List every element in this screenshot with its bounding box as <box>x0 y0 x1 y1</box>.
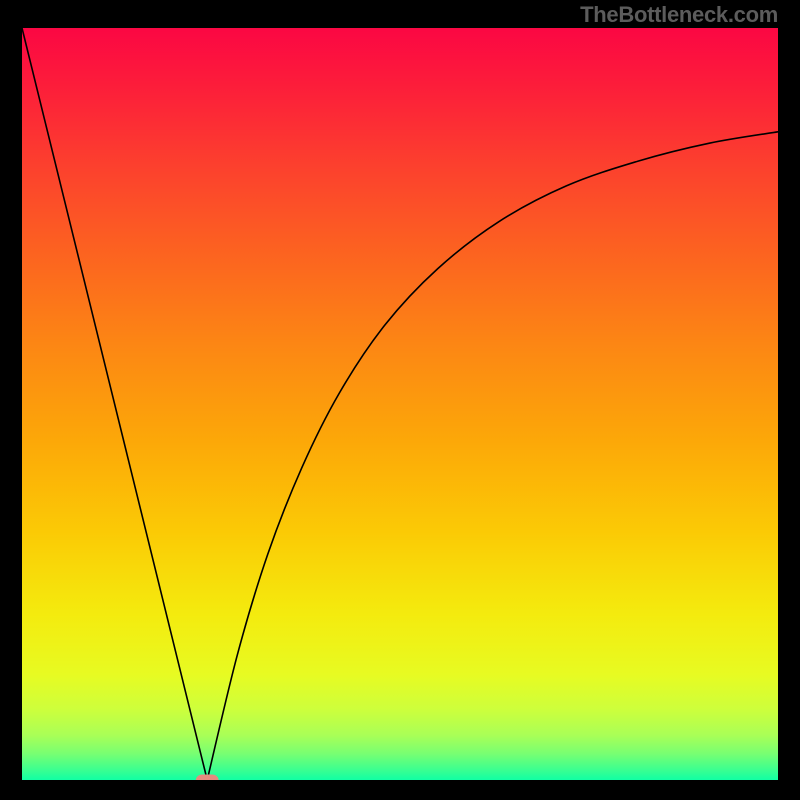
chart-frame: TheBottleneck.com <box>0 0 800 800</box>
gradient-background <box>22 28 778 780</box>
bottleneck-chart <box>22 28 778 780</box>
optimal-point-marker <box>196 775 219 780</box>
plot-area <box>22 28 778 780</box>
watermark-text: TheBottleneck.com <box>580 2 778 28</box>
